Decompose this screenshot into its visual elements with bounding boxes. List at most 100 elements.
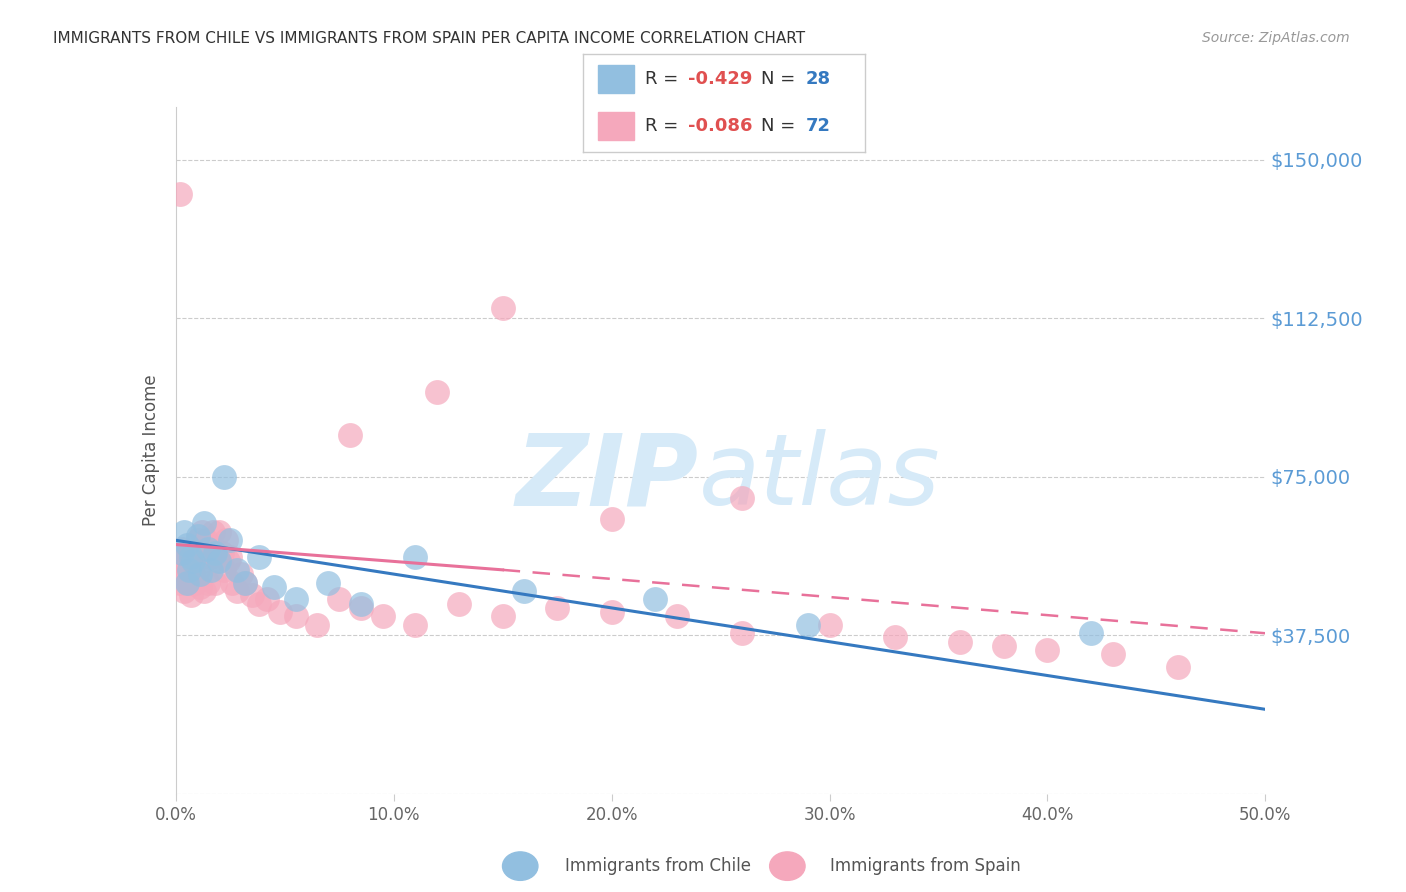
Text: N =: N = bbox=[761, 70, 800, 88]
Point bbox=[269, 605, 291, 619]
Point bbox=[197, 541, 219, 556]
Point bbox=[200, 563, 222, 577]
Point bbox=[513, 584, 536, 599]
Point bbox=[173, 524, 195, 539]
Point bbox=[247, 597, 270, 611]
Point bbox=[426, 385, 449, 400]
Point bbox=[318, 575, 340, 590]
Point bbox=[263, 580, 285, 594]
Point bbox=[204, 575, 226, 590]
Point bbox=[181, 554, 204, 568]
Point bbox=[181, 554, 204, 568]
Text: ZIP: ZIP bbox=[516, 429, 699, 526]
Point bbox=[193, 516, 215, 531]
Text: 72: 72 bbox=[806, 117, 831, 135]
Point bbox=[284, 592, 307, 607]
Text: Immigrants from Spain: Immigrants from Spain bbox=[830, 857, 1021, 875]
Point bbox=[600, 605, 623, 619]
Bar bbox=[598, 112, 634, 140]
Point bbox=[191, 524, 214, 539]
Point bbox=[193, 584, 215, 599]
Point bbox=[339, 427, 361, 442]
Text: Source: ZipAtlas.com: Source: ZipAtlas.com bbox=[1202, 31, 1350, 45]
Point bbox=[219, 550, 242, 565]
Point bbox=[284, 609, 307, 624]
Point bbox=[188, 580, 211, 594]
Point bbox=[167, 546, 190, 560]
Point bbox=[188, 541, 211, 556]
Point bbox=[204, 546, 226, 560]
Point bbox=[169, 186, 191, 201]
Point bbox=[731, 491, 754, 505]
Bar bbox=[598, 65, 634, 93]
Circle shape bbox=[769, 852, 806, 880]
Point bbox=[256, 592, 278, 607]
Point bbox=[177, 563, 200, 577]
Point bbox=[350, 601, 373, 615]
Point bbox=[172, 563, 194, 577]
Point bbox=[235, 575, 257, 590]
Point bbox=[644, 592, 666, 607]
Point bbox=[172, 541, 194, 556]
Point bbox=[219, 533, 242, 548]
Point bbox=[184, 575, 207, 590]
Point bbox=[204, 546, 226, 560]
Point bbox=[211, 546, 233, 560]
Point bbox=[197, 546, 219, 560]
Point bbox=[818, 617, 841, 632]
Point bbox=[666, 609, 689, 624]
Point bbox=[225, 563, 247, 577]
Point bbox=[169, 575, 191, 590]
Point bbox=[176, 567, 198, 582]
Point bbox=[176, 546, 198, 560]
Point bbox=[1102, 648, 1125, 662]
Point bbox=[492, 301, 515, 315]
Point bbox=[176, 537, 198, 551]
Point bbox=[176, 575, 198, 590]
Point bbox=[307, 617, 329, 632]
Text: -0.086: -0.086 bbox=[688, 117, 752, 135]
Point bbox=[247, 550, 270, 565]
Point bbox=[1036, 643, 1059, 657]
Text: R =: R = bbox=[645, 70, 685, 88]
Point bbox=[177, 550, 200, 565]
Text: -0.429: -0.429 bbox=[688, 70, 752, 88]
Point bbox=[177, 575, 200, 590]
Point bbox=[221, 575, 243, 590]
Point bbox=[180, 588, 202, 602]
Point bbox=[186, 529, 209, 543]
Text: Immigrants from Chile: Immigrants from Chile bbox=[565, 857, 751, 875]
Point bbox=[208, 524, 231, 539]
Point bbox=[173, 554, 195, 568]
Point bbox=[350, 597, 373, 611]
Point bbox=[180, 558, 202, 573]
Point bbox=[181, 567, 204, 582]
Point bbox=[884, 631, 907, 645]
Text: IMMIGRANTS FROM CHILE VS IMMIGRANTS FROM SPAIN PER CAPITA INCOME CORRELATION CHA: IMMIGRANTS FROM CHILE VS IMMIGRANTS FROM… bbox=[53, 31, 806, 46]
Text: N =: N = bbox=[761, 117, 800, 135]
Point bbox=[731, 626, 754, 640]
Point bbox=[186, 563, 209, 577]
Text: atlas: atlas bbox=[699, 429, 941, 526]
Y-axis label: Per Capita Income: Per Capita Income bbox=[142, 375, 160, 526]
Point bbox=[949, 634, 972, 648]
Point bbox=[447, 597, 470, 611]
Point bbox=[492, 609, 515, 624]
Point bbox=[173, 584, 195, 599]
Point bbox=[1080, 626, 1102, 640]
Point bbox=[184, 546, 207, 560]
Point bbox=[371, 609, 394, 624]
Point bbox=[212, 563, 235, 577]
Point bbox=[208, 554, 231, 568]
Point bbox=[215, 533, 238, 548]
Point bbox=[240, 588, 263, 602]
Point bbox=[188, 567, 211, 582]
Text: R =: R = bbox=[645, 117, 685, 135]
Point bbox=[328, 592, 350, 607]
Point bbox=[217, 554, 239, 568]
Point bbox=[796, 617, 818, 632]
Point bbox=[197, 575, 219, 590]
Point bbox=[191, 550, 214, 565]
Point bbox=[225, 584, 247, 599]
Point bbox=[205, 554, 228, 568]
